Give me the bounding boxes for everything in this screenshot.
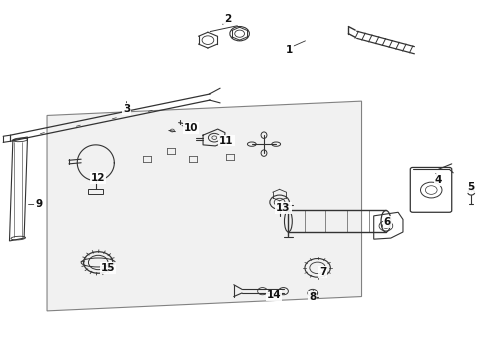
Text: 14: 14 xyxy=(266,291,281,301)
Text: 9: 9 xyxy=(35,199,42,210)
Text: 10: 10 xyxy=(183,123,198,133)
Text: 15: 15 xyxy=(101,263,115,273)
Text: 3: 3 xyxy=(122,104,130,114)
Text: 7: 7 xyxy=(318,267,325,277)
Text: 1: 1 xyxy=(285,45,293,55)
Text: 8: 8 xyxy=(308,292,316,302)
Text: 5: 5 xyxy=(467,182,474,192)
Text: 4: 4 xyxy=(433,175,441,185)
Text: 13: 13 xyxy=(276,203,290,213)
Text: 12: 12 xyxy=(91,173,105,183)
Polygon shape xyxy=(47,101,361,311)
Text: 11: 11 xyxy=(219,136,233,145)
Text: 2: 2 xyxy=(224,14,231,24)
Text: 6: 6 xyxy=(383,217,390,227)
